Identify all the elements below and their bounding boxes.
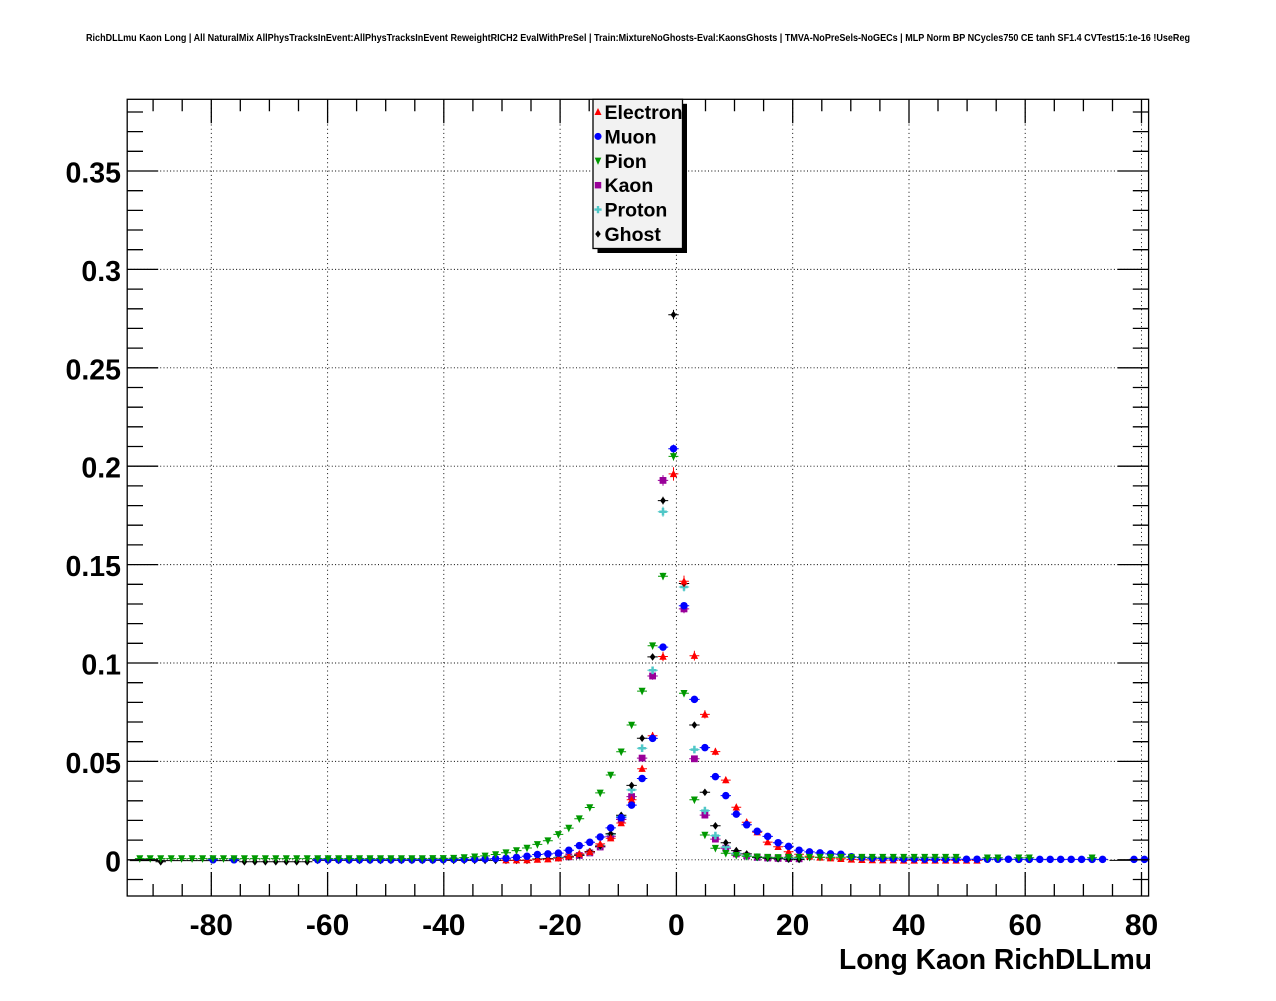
svg-text:0.2: 0.2 [81,453,121,485]
svg-text:Muon: Muon [605,126,657,148]
svg-text:60: 60 [1009,909,1042,942]
svg-text:0.15: 0.15 [66,551,122,583]
svg-text:-60: -60 [306,909,349,942]
svg-text:80: 80 [1125,909,1158,942]
svg-text:0.25: 0.25 [66,354,122,386]
svg-text:Long Kaon RichDLLmu: Long Kaon RichDLLmu [839,944,1152,976]
svg-text:-80: -80 [190,909,233,942]
svg-text:Ghost: Ghost [605,224,662,246]
svg-text:0: 0 [105,846,121,878]
svg-text:0.1: 0.1 [81,650,121,682]
svg-text:Electron: Electron [605,102,683,124]
svg-text:-40: -40 [422,909,465,942]
svg-text:Pion: Pion [605,151,647,173]
svg-text:0.35: 0.35 [66,158,122,190]
svg-text:Kaon: Kaon [605,175,654,197]
svg-text:Proton: Proton [605,200,668,222]
svg-text:0.05: 0.05 [66,748,122,780]
svg-text:-20: -20 [538,909,581,942]
svg-text:20: 20 [776,909,809,942]
svg-text:40: 40 [892,909,925,942]
svg-text:0: 0 [668,909,685,942]
svg-text:0.3: 0.3 [81,256,121,288]
svg-text:RichDLLmu Kaon Long | All Natu: RichDLLmu Kaon Long | All NaturalMix All… [86,32,1190,44]
